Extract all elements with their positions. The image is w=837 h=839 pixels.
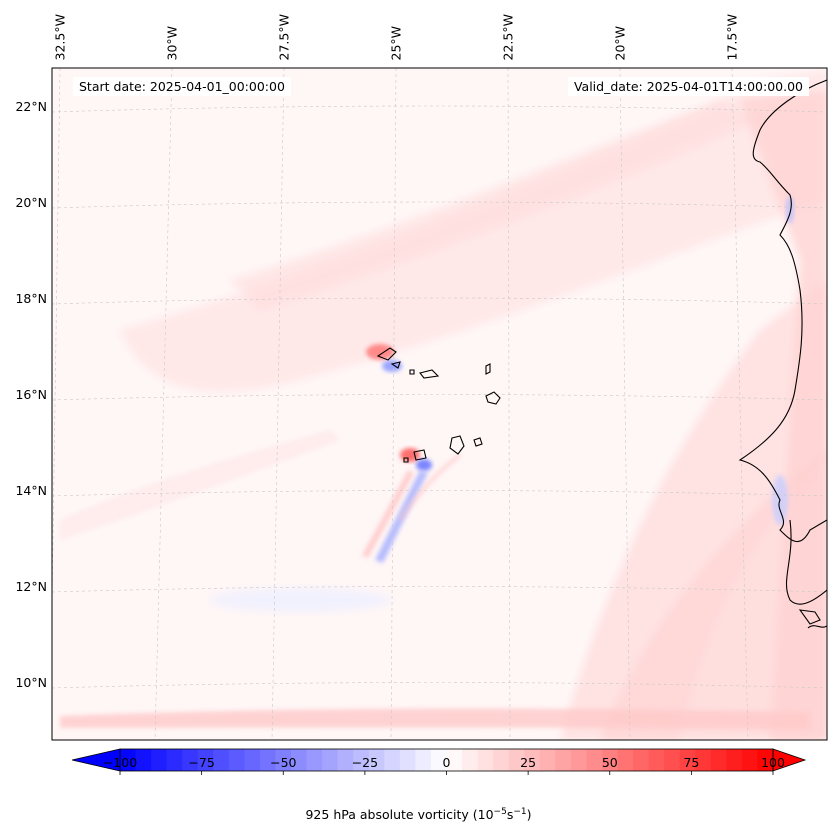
colorbar-level [695,749,712,771]
colorbar-tick-label: 100 [761,755,785,770]
vorticity-contours [60,70,827,740]
colorbar-level [228,749,245,771]
coastlines [376,79,827,629]
lat-label-12n: 12°N [15,579,47,594]
colorbar-level [462,749,479,771]
lat-label-20n: 20°N [15,195,47,210]
colorbar-level [259,749,276,771]
colorbar-level [508,749,525,771]
lon-label-22-5w: 22.5°W [500,14,516,61]
colorbar-level [570,749,587,771]
colorbar-tick-label: −25 [351,755,379,770]
colorbar-level [524,749,541,771]
colorbar-level [182,749,199,771]
colorbar-level [151,749,168,771]
colorbar-level [399,749,416,771]
colorbar-tick-label: −50 [270,755,297,770]
valid-date-label: Valid_date: 2025-04-01T14:00:00.00 [567,77,809,96]
colorbar-level [726,749,743,771]
colorbar-level [633,749,650,771]
colorbar-level [415,749,432,771]
colorbar-level [384,749,401,771]
colorbar-level [337,749,354,771]
colorbar-tick-label: −75 [188,755,215,770]
colorbar-level [306,749,323,771]
lon-label-20w: 20°W [612,25,628,61]
lat-label-10n: 10°N [15,675,47,690]
start-date-label: Start date: 2025-04-01_00:00:00 [73,77,291,96]
colorbar-level [477,749,494,771]
map-frame [51,67,828,741]
lon-label-30w: 30°W [164,25,180,61]
colorbar-level [757,749,774,771]
colorbar-level [135,749,152,771]
colorbar-level [679,749,696,771]
colorbar-tick-label: 25 [520,755,537,770]
colorbar-level [120,749,137,771]
colorbar-tick-marks [119,771,774,775]
colorbar-level [446,749,463,771]
colorbar-level [664,749,681,771]
colorbar-level [244,749,261,771]
colorbar-level [617,749,634,771]
colorbar [120,749,774,771]
colorbar-level [710,749,727,771]
lon-label-27-5w: 27.5°W [276,14,292,61]
lat-label-22n: 22°N [15,99,47,114]
colorbar-level [648,749,665,771]
colorbar-level [291,749,308,771]
lon-label-17-5w: 17.5°W [724,14,740,61]
colorbar-level [601,749,619,771]
colorbar-level [368,749,385,771]
colorbar-level [197,749,214,771]
colorbar-level [275,749,292,771]
lon-label-25w: 25°W [388,25,404,61]
colorbar-level [353,749,370,771]
colorbar-level [555,749,572,771]
lat-label-16n: 16°N [15,387,47,402]
lon-label-32-5w: 32.5°W [52,14,68,61]
colorbar-tick-label: 75 [683,755,700,770]
colorbar-level [741,749,758,771]
colorbar-level [213,749,230,771]
colorbar-level [539,749,556,771]
graticule [52,68,827,740]
colorbar-tick-label: 50 [601,755,618,770]
colorbar-level [493,749,510,771]
colorbar-level [166,749,183,771]
colorbar-tick-label: −100 [102,755,138,770]
lat-label-18n: 18°N [15,291,47,306]
colorbar-level [430,749,447,771]
colorbar-tick-label: 0 [442,755,451,770]
colorbar-level [586,749,603,771]
lat-label-14n: 14°N [15,483,47,498]
colorbar-title: 925 hPa absolute vorticity (10−5s−1) [305,807,532,823]
colorbar-level [322,749,339,771]
